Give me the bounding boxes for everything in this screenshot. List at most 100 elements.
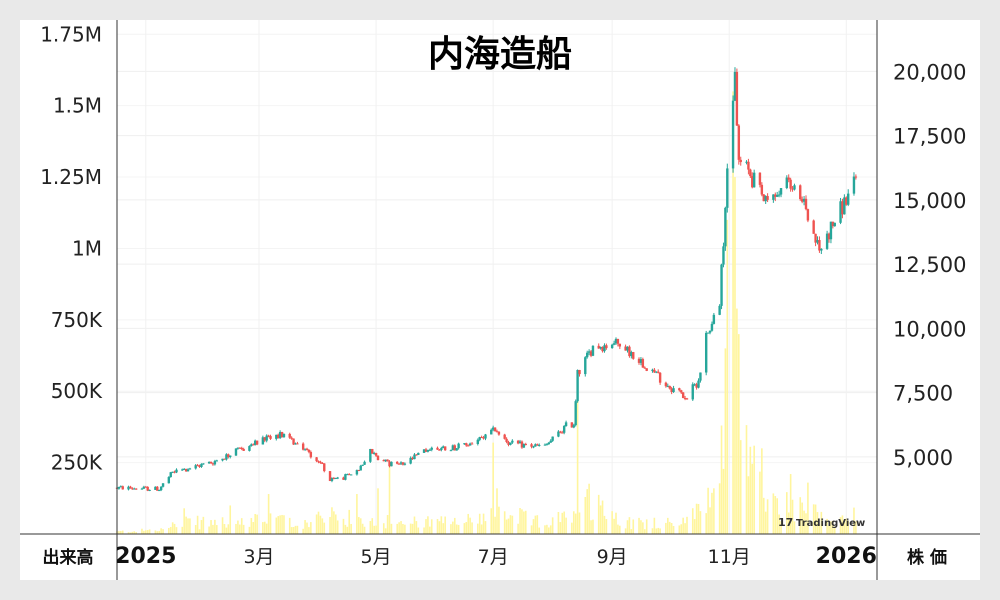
candle-body	[215, 460, 218, 462]
volume-bar	[734, 177, 736, 535]
candle-body	[655, 371, 658, 373]
left-tick-label: 1M	[72, 236, 102, 260]
candle-body	[503, 434, 506, 439]
volume-bar	[617, 524, 619, 534]
volume-bar	[413, 516, 416, 534]
volume-bar	[785, 492, 788, 534]
volume-bar	[275, 517, 278, 534]
volume-bar	[642, 522, 644, 534]
volume-bar	[344, 524, 347, 534]
volume-bar	[534, 515, 537, 534]
candle-body	[520, 441, 524, 448]
candle-body	[831, 221, 835, 227]
volume-bar	[787, 512, 790, 534]
candle-body	[559, 431, 562, 433]
candle-body	[833, 222, 836, 227]
candle-body	[467, 445, 470, 447]
volume-bar	[626, 520, 629, 534]
volume-bar	[584, 496, 587, 534]
candle-body	[610, 344, 614, 349]
volume-bar	[471, 522, 473, 534]
volume-bar	[726, 219, 729, 534]
candle-body	[518, 441, 522, 444]
volume-bar	[532, 519, 535, 534]
volume-bar	[722, 468, 725, 534]
candle-body	[497, 431, 501, 435]
volume-bar	[404, 524, 406, 534]
volume-bar	[774, 496, 777, 534]
candle-body	[787, 177, 790, 180]
volume-bar	[776, 498, 779, 534]
candle-body	[670, 388, 673, 392]
volume-bar	[619, 525, 621, 534]
candle-body	[140, 488, 144, 490]
candle-body	[724, 207, 727, 247]
candle-body	[561, 432, 564, 434]
candle-body	[484, 434, 487, 439]
volume-bar	[544, 525, 546, 534]
tradingview-watermark: 17 TradingView	[778, 516, 865, 529]
volume-bar	[724, 348, 727, 534]
volume-bar	[240, 518, 243, 534]
volume-bar	[751, 463, 754, 534]
volume-bar	[841, 515, 844, 534]
volume-bar	[382, 523, 385, 534]
candle-body	[586, 352, 589, 358]
candle-body	[800, 199, 804, 202]
volume-bar	[551, 517, 554, 534]
candle-body	[355, 470, 359, 475]
candle-body	[505, 438, 508, 442]
candle-body	[825, 233, 829, 249]
volume-bar	[699, 511, 702, 534]
x-tick-label: 11月	[708, 546, 751, 568]
candle-body	[261, 437, 265, 445]
candle-body	[760, 184, 764, 195]
candle-body	[428, 449, 432, 451]
volume-bar	[417, 527, 420, 534]
axis-lines	[20, 20, 980, 580]
volume-bar	[762, 497, 765, 534]
candle-body	[712, 314, 716, 324]
volume-bar	[292, 527, 295, 534]
candle-body	[129, 486, 132, 489]
candle-body	[292, 438, 295, 445]
grid	[117, 20, 877, 534]
candle-body	[737, 125, 741, 160]
candle-body	[323, 463, 326, 472]
volume-bar	[214, 519, 216, 534]
candle-body	[530, 444, 533, 447]
volume-bar	[713, 488, 715, 534]
candle-body	[591, 345, 595, 356]
volume-bar	[265, 523, 268, 534]
candle-body	[451, 445, 455, 451]
candle-body	[413, 454, 416, 460]
candle-body	[632, 352, 635, 359]
candle-body	[599, 346, 602, 349]
x-tick-label: 2025	[115, 544, 176, 569]
volume-bar	[267, 494, 270, 534]
candle-body	[317, 461, 320, 463]
candle-body	[522, 443, 526, 448]
candle-body	[643, 367, 646, 369]
candle-body	[288, 433, 291, 438]
candle-body	[234, 448, 238, 456]
volume-bar	[175, 527, 178, 534]
volume-bar	[144, 530, 147, 534]
volume-bar	[369, 521, 372, 534]
candle-body	[436, 447, 439, 450]
volume-bar	[772, 493, 775, 534]
volume-bar	[745, 425, 748, 534]
candle-body	[133, 488, 136, 490]
candle-body	[198, 465, 201, 467]
candle-body	[726, 168, 729, 208]
volume-bar	[624, 528, 627, 534]
candle-body	[238, 447, 242, 449]
candle-body	[388, 461, 391, 467]
volume-bar	[559, 522, 562, 534]
candle-body	[572, 425, 575, 428]
candle-body	[422, 449, 426, 453]
candle-body	[255, 440, 259, 445]
volume-bar	[342, 518, 345, 534]
volume-bars	[116, 91, 857, 535]
candle-body	[691, 384, 694, 400]
